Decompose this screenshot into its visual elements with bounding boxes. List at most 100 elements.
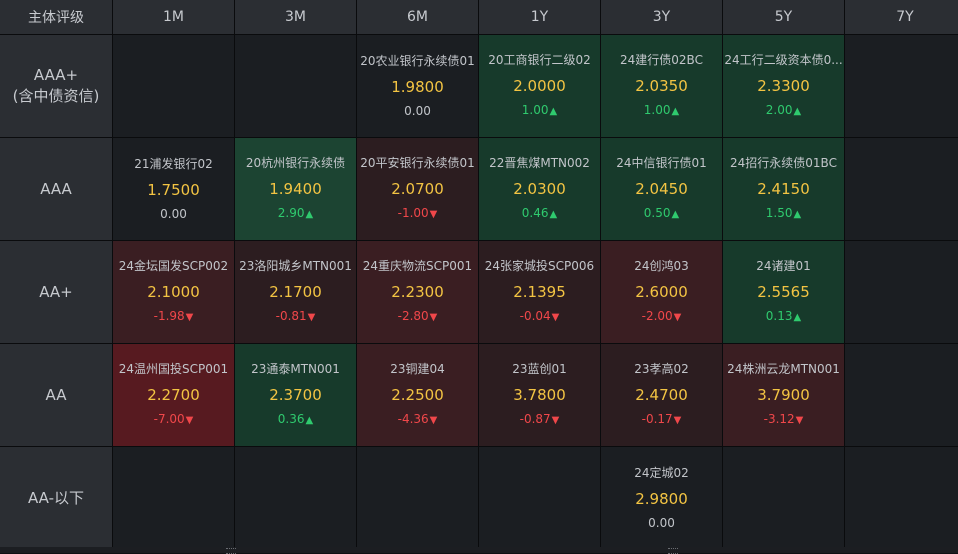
corner-header[interactable]: 主体评级 <box>0 0 112 34</box>
empty-cell <box>845 344 958 446</box>
tenor-header[interactable]: 1M <box>113 0 234 34</box>
yield-change-value: -1.98 <box>153 309 185 323</box>
rating-label-line: AA <box>45 385 67 404</box>
arrow-up-icon: ▲ <box>671 209 680 220</box>
bond-name: 23通泰MTN001 <box>251 362 340 376</box>
tenor-header[interactable]: 1Y <box>479 0 600 34</box>
arrow-down-icon: ▼ <box>185 415 194 426</box>
arrow-up-icon: ▲ <box>305 209 314 220</box>
yield-change: -1.00▼ <box>398 205 438 223</box>
bond-cell[interactable]: 24中信银行债01 2.0450 0.50▲ <box>601 138 722 240</box>
bond-name: 24张家城投SCP006 <box>484 259 595 273</box>
empty-cell <box>357 447 478 549</box>
arrow-down-icon: ▼ <box>673 415 682 426</box>
bond-cell[interactable]: 24定城02 2.9800 0.00 <box>601 447 722 549</box>
bond-cell[interactable]: 24张家城投SCP006 2.1395 -0.04▼ <box>479 241 600 343</box>
yield-change: -1.98▼ <box>154 308 194 326</box>
bond-cell[interactable]: 23通泰MTN001 2.3700 0.36▲ <box>235 344 356 446</box>
bond-cell[interactable]: 23孝高02 2.4700 -0.17▼ <box>601 344 722 446</box>
bond-cell[interactable]: 20工商银行二级02 2.0000 1.00▲ <box>479 35 600 137</box>
bond-cell[interactable]: 22晋焦煤MTN002 2.0300 0.46▲ <box>479 138 600 240</box>
yield-change-value: 0.13 <box>765 309 793 323</box>
bond-name: 24创鸿03 <box>634 259 689 273</box>
yield-change-value: -0.87 <box>519 412 551 426</box>
bond-yield: 1.9800 <box>391 78 444 96</box>
bond-cell[interactable]: 24建行债02BC 2.0350 1.00▲ <box>601 35 722 137</box>
yield-change-value: -1.00 <box>397 206 429 220</box>
bond-name: 20工商银行二级02 <box>488 53 591 67</box>
yield-change: -2.80▼ <box>398 308 438 326</box>
bond-name: 24金坛国发SCP002 <box>118 259 229 273</box>
tenor-header[interactable]: 5Y <box>723 0 844 34</box>
bond-name: 24工行二级资本债0... <box>724 53 843 67</box>
bond-yield: 1.7500 <box>147 181 200 199</box>
yield-change-value: -7.00 <box>153 412 185 426</box>
yield-change: 1.00▲ <box>522 102 557 120</box>
yield-change: 2.90▲ <box>278 205 313 223</box>
empty-cell <box>723 447 844 549</box>
bond-cell[interactable]: 24金坛国发SCP002 2.1000 -1.98▼ <box>113 241 234 343</box>
yield-change-value: -4.36 <box>397 412 429 426</box>
arrow-down-icon: ▼ <box>307 312 316 323</box>
bond-cell[interactable]: 24招行永续债01BC 2.4150 1.50▲ <box>723 138 844 240</box>
yield-change-value: 0.46 <box>521 206 549 220</box>
bond-cell[interactable]: 23蓝创01 3.7800 -0.87▼ <box>479 344 600 446</box>
yield-change-value: -2.00 <box>641 309 673 323</box>
bond-yield: 2.4700 <box>635 386 688 404</box>
bond-name: 24建行债02BC <box>620 53 703 67</box>
bond-cell[interactable]: 21浦发银行02 1.7500 0.00 <box>113 138 234 240</box>
bond-cell[interactable]: 24工行二级资本债0... 2.3300 2.00▲ <box>723 35 844 137</box>
yield-change-value: 0.50 <box>643 206 671 220</box>
bond-yield: 3.7900 <box>757 386 810 404</box>
rating-label-line: AA+ <box>39 282 73 301</box>
yield-change: 2.00▲ <box>766 102 801 120</box>
empty-cell <box>235 447 356 549</box>
bottom-scroll-track[interactable] <box>0 547 958 553</box>
arrow-down-icon: ▼ <box>429 415 438 426</box>
bond-cell[interactable]: 24诸建01 2.5565 0.13▲ <box>723 241 844 343</box>
bond-cell[interactable]: 20农业银行永续债01 1.9800 0.00 <box>357 35 478 137</box>
tenor-header[interactable]: 3M <box>235 0 356 34</box>
empty-cell <box>235 35 356 137</box>
yield-change-value: -0.81 <box>275 309 307 323</box>
arrow-down-icon: ▼ <box>551 312 560 323</box>
bond-name: 24招行永续债01BC <box>730 156 837 170</box>
yield-change: -0.81▼ <box>276 308 316 326</box>
yield-change: 1.00▲ <box>644 102 679 120</box>
bond-yield: 2.3300 <box>757 77 810 95</box>
arrow-down-icon: ▼ <box>551 415 560 426</box>
bond-cell[interactable]: 24株洲云龙MTN001 3.7900 -3.12▼ <box>723 344 844 446</box>
bond-yield: 2.0000 <box>513 77 566 95</box>
resize-grip-icon[interactable] <box>668 548 678 554</box>
bond-name: 24中信银行债01 <box>616 156 707 170</box>
bond-yield: 2.0450 <box>635 180 688 198</box>
arrow-up-icon: ▲ <box>305 415 314 426</box>
bond-cell[interactable]: 24温州国投SCP001 2.2700 -7.00▼ <box>113 344 234 446</box>
bond-cell[interactable]: 24创鸿03 2.6000 -2.00▼ <box>601 241 722 343</box>
yield-change: 0.00 <box>648 515 675 531</box>
bond-cell[interactable]: 24重庆物流SCP001 2.2300 -2.80▼ <box>357 241 478 343</box>
bond-cell[interactable]: 20杭州银行永续债 1.9400 2.90▲ <box>235 138 356 240</box>
tenor-header[interactable]: 7Y <box>845 0 958 34</box>
bond-cell[interactable]: 20平安银行永续债01 2.0700 -1.00▼ <box>357 138 478 240</box>
tenor-header[interactable]: 3Y <box>601 0 722 34</box>
rating-label-line: AAA <box>40 179 72 198</box>
rating-label: AA-以下 <box>0 447 112 549</box>
bond-yield: 3.7800 <box>513 386 566 404</box>
bond-yield: 2.2500 <box>391 386 444 404</box>
arrow-up-icon: ▲ <box>549 106 558 117</box>
arrow-down-icon: ▼ <box>429 312 438 323</box>
bond-cell[interactable]: 23洛阳城乡MTN001 2.1700 -0.81▼ <box>235 241 356 343</box>
bond-name: 23铜建04 <box>390 362 445 376</box>
yield-change: -7.00▼ <box>154 411 194 429</box>
rating-label-line: AA-以下 <box>27 488 85 507</box>
resize-grip-icon[interactable] <box>226 548 236 554</box>
bond-yield: 2.3700 <box>269 386 322 404</box>
tenor-header[interactable]: 6M <box>357 0 478 34</box>
bond-name: 20农业银行永续债01 <box>360 54 475 68</box>
bond-name: 24重庆物流SCP001 <box>362 259 473 273</box>
rating-label-line: (含中债资信) <box>12 87 100 105</box>
bond-cell[interactable]: 23铜建04 2.2500 -4.36▼ <box>357 344 478 446</box>
yield-change-value: -0.04 <box>519 309 551 323</box>
bond-name: 23蓝创01 <box>512 362 567 376</box>
